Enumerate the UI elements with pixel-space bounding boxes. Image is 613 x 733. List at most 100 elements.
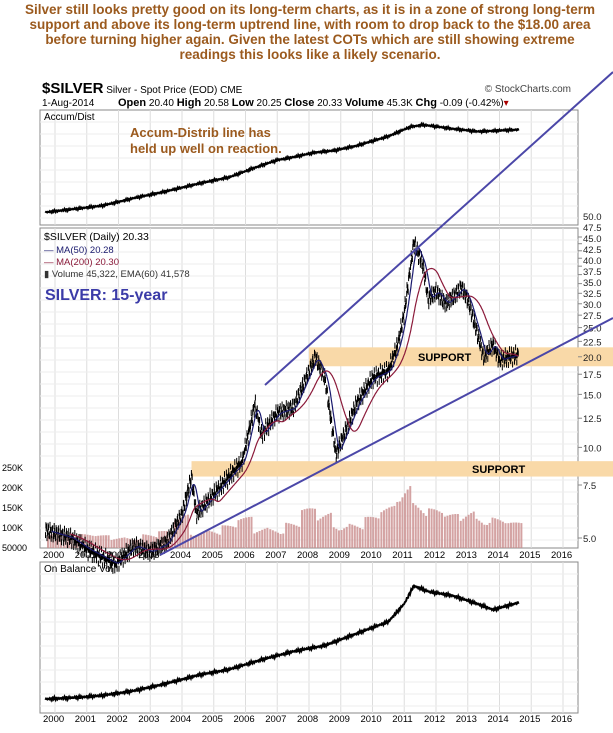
volume-bar: [197, 534, 200, 548]
volume-bar: [47, 536, 49, 548]
volume-bar: [99, 535, 102, 548]
x-tick: 2010: [361, 550, 382, 561]
x-tick-bottom: 2006: [234, 714, 255, 725]
x-tick-bottom: 2008: [297, 714, 318, 725]
volume-bar: [329, 512, 332, 548]
x-tick-bottom: 2013: [456, 714, 477, 725]
volume-bar: [412, 503, 415, 548]
volume-bar: [115, 538, 118, 548]
close-label: Close: [284, 97, 315, 109]
volume-bar: [382, 510, 385, 548]
accum-annotation-2: held up well on reaction.: [130, 141, 282, 156]
x-tick-bottom: 2003: [138, 714, 159, 725]
caption: Silver still looks pretty good on its lo…: [24, 2, 596, 62]
volume-bar: [303, 509, 306, 548]
volume-bar: [102, 535, 105, 548]
volume-bar: [123, 537, 126, 548]
volume-bar: [142, 534, 145, 548]
price-tick: 32.5: [583, 289, 602, 300]
volume-bar: [425, 515, 428, 548]
volume-bar: [419, 510, 422, 548]
volume-bar: [266, 527, 269, 548]
x-tick: 2014: [488, 550, 509, 561]
obv-line-title: On Balance Vol: [44, 564, 113, 575]
volume-bar: [57, 531, 60, 548]
volume-bar: [414, 505, 417, 548]
volume-bar: [324, 515, 327, 548]
volume-bar: [406, 489, 409, 548]
price-tick: 15.0: [583, 390, 602, 401]
volume-bar: [158, 531, 161, 548]
price-tick: 22.5: [583, 337, 602, 348]
x-tick: 2015: [519, 550, 540, 561]
symbol-name: Silver - Spot Price (EOD): [106, 85, 218, 96]
volume-label: Volume: [344, 97, 384, 109]
x-tick-bottom: 2010: [361, 714, 382, 725]
price-tick: 20.0: [583, 353, 602, 364]
volume-bar: [433, 509, 436, 548]
x-tick: 2013: [456, 550, 477, 561]
legend-price: $SILVER (Daily) 20.33: [44, 231, 149, 243]
volume-bar: [361, 529, 364, 548]
x-tick: 2005: [202, 550, 223, 561]
chg-label: Chg: [415, 97, 437, 109]
volume-tick: 100K: [2, 523, 23, 533]
volume-bar: [292, 524, 295, 548]
volume-bar: [120, 537, 123, 548]
volume-bar: [446, 515, 449, 548]
x-tick: 2012: [424, 550, 445, 561]
volume-bar: [247, 517, 250, 548]
volume-value: 45.3K: [386, 98, 413, 109]
volume-bar: [155, 537, 158, 548]
volume-bar: [393, 505, 396, 548]
volume-bar: [345, 526, 348, 548]
volume-bar: [504, 523, 507, 548]
price-tick: 35.0: [583, 278, 602, 289]
volume-bar: [372, 517, 375, 548]
x-tick: 2004: [170, 550, 191, 561]
volume-bar: [152, 536, 155, 548]
volume-bar: [105, 535, 108, 548]
volume-bar: [192, 535, 195, 548]
volume-bar: [181, 516, 184, 548]
volume-bar: [398, 501, 401, 548]
x-tick-bottom: 2012: [424, 714, 445, 725]
volume-tick: 250K: [2, 463, 23, 473]
volume-bar: [285, 522, 288, 548]
volume-bar: [369, 516, 372, 548]
volume-bar: [483, 524, 486, 548]
volume-bar: [126, 538, 129, 548]
support-band: [309, 347, 613, 367]
volume-bar: [467, 514, 470, 548]
x-tick: 2008: [297, 550, 318, 561]
volume-bar: [401, 497, 404, 548]
volume-bar: [279, 533, 282, 548]
volume-bar: [218, 534, 221, 548]
x-tick-bottom: 2016: [551, 714, 572, 725]
volume-bar: [240, 519, 243, 548]
volume-bar: [97, 535, 100, 548]
volume-bar: [245, 517, 248, 548]
volume-bar: [456, 514, 459, 548]
volume-bar: [144, 534, 147, 548]
x-tick-bottom: 2004: [170, 714, 191, 725]
accum-annotation-1: Accum-Distrib line has: [130, 125, 271, 140]
volume-bar: [311, 508, 314, 548]
volume-bar: [367, 516, 370, 548]
volume-bar: [110, 539, 113, 548]
volume-bar: [356, 526, 359, 548]
volume-bar: [168, 531, 171, 548]
ma200-line: [70, 267, 519, 561]
volume-bar: [404, 493, 407, 548]
price-tick: 30.0: [583, 300, 602, 311]
volume-bar: [388, 507, 391, 548]
x-tick: 2016: [551, 550, 572, 561]
volume-bar: [261, 529, 264, 548]
volume-bar: [274, 531, 277, 548]
volume-bar: [118, 538, 121, 548]
volume-bar: [517, 522, 520, 548]
volume-bar: [359, 527, 362, 548]
volume-bar: [491, 517, 494, 548]
symbol-header: $SILVER Silver - Spot Price (EOD) CME: [42, 80, 242, 97]
price-panel-title: SILVER: 15-year: [45, 287, 167, 304]
